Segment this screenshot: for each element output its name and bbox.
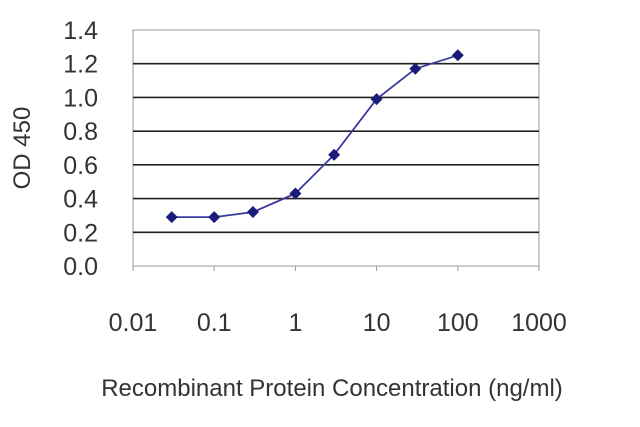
data-point-marker — [370, 93, 383, 106]
y-axis-title: OD 450 — [9, 107, 36, 190]
series-line — [171, 54, 459, 219]
data-point-marker — [246, 206, 259, 219]
x-axis-ticks — [132, 266, 540, 271]
x-axis-title: Recombinant Protein Concentration (ng/ml… — [101, 375, 563, 402]
data-point-marker — [165, 211, 178, 224]
plot-area — [132, 29, 540, 271]
data-point-marker — [208, 211, 221, 224]
x-tick-label: 0.01 — [109, 309, 158, 337]
gridlines — [133, 62, 539, 234]
y-tick-label: 0.2 — [63, 219, 98, 247]
data-points — [165, 49, 464, 224]
x-tick-label: 0.1 — [197, 309, 232, 337]
y-tick-label: 1.0 — [63, 84, 98, 112]
x-axis-tick-labels: 0.01 0.1 1 10 100 1000 — [109, 309, 567, 337]
y-tick-label: 0.6 — [63, 152, 98, 180]
data-point-marker — [328, 148, 341, 161]
x-tick-label: 1 — [288, 309, 302, 337]
data-point-marker — [451, 49, 464, 62]
y-tick-label: 0.8 — [63, 118, 98, 146]
x-tick-label: 100 — [437, 309, 479, 337]
y-tick-label: 0.0 — [63, 253, 98, 281]
x-tick-label: 1000 — [511, 309, 567, 337]
y-tick-label: 0.4 — [63, 186, 98, 214]
data-point-marker — [409, 62, 422, 75]
data-point-marker — [289, 187, 302, 200]
y-axis-tick-labels: 0.0 0.2 0.4 0.6 0.8 1.0 1.2 1.4 — [63, 17, 98, 281]
plot-frame — [132, 29, 540, 267]
y-tick-label: 1.2 — [63, 51, 98, 79]
x-tick-label: 10 — [363, 309, 391, 337]
y-tick-label: 1.4 — [63, 17, 98, 45]
